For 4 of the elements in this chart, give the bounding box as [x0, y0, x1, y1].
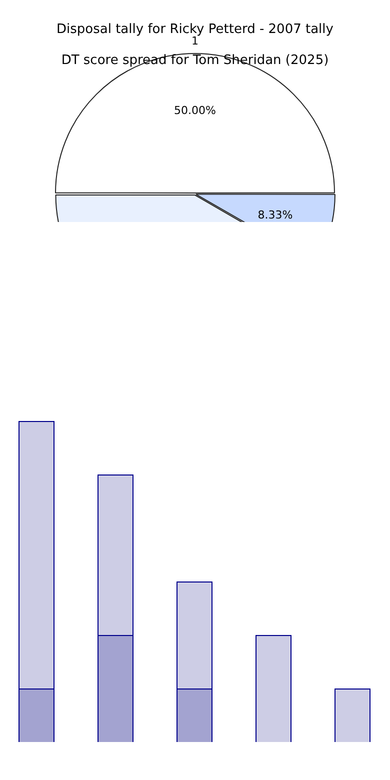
data-label: 8.33%: [258, 208, 293, 222]
chart-title: Disposal tally for Ricky Petterd - 2007 tally: [56, 22, 334, 37]
slice-label: 1: [192, 34, 198, 48]
data-label: 50.00%: [174, 104, 216, 117]
